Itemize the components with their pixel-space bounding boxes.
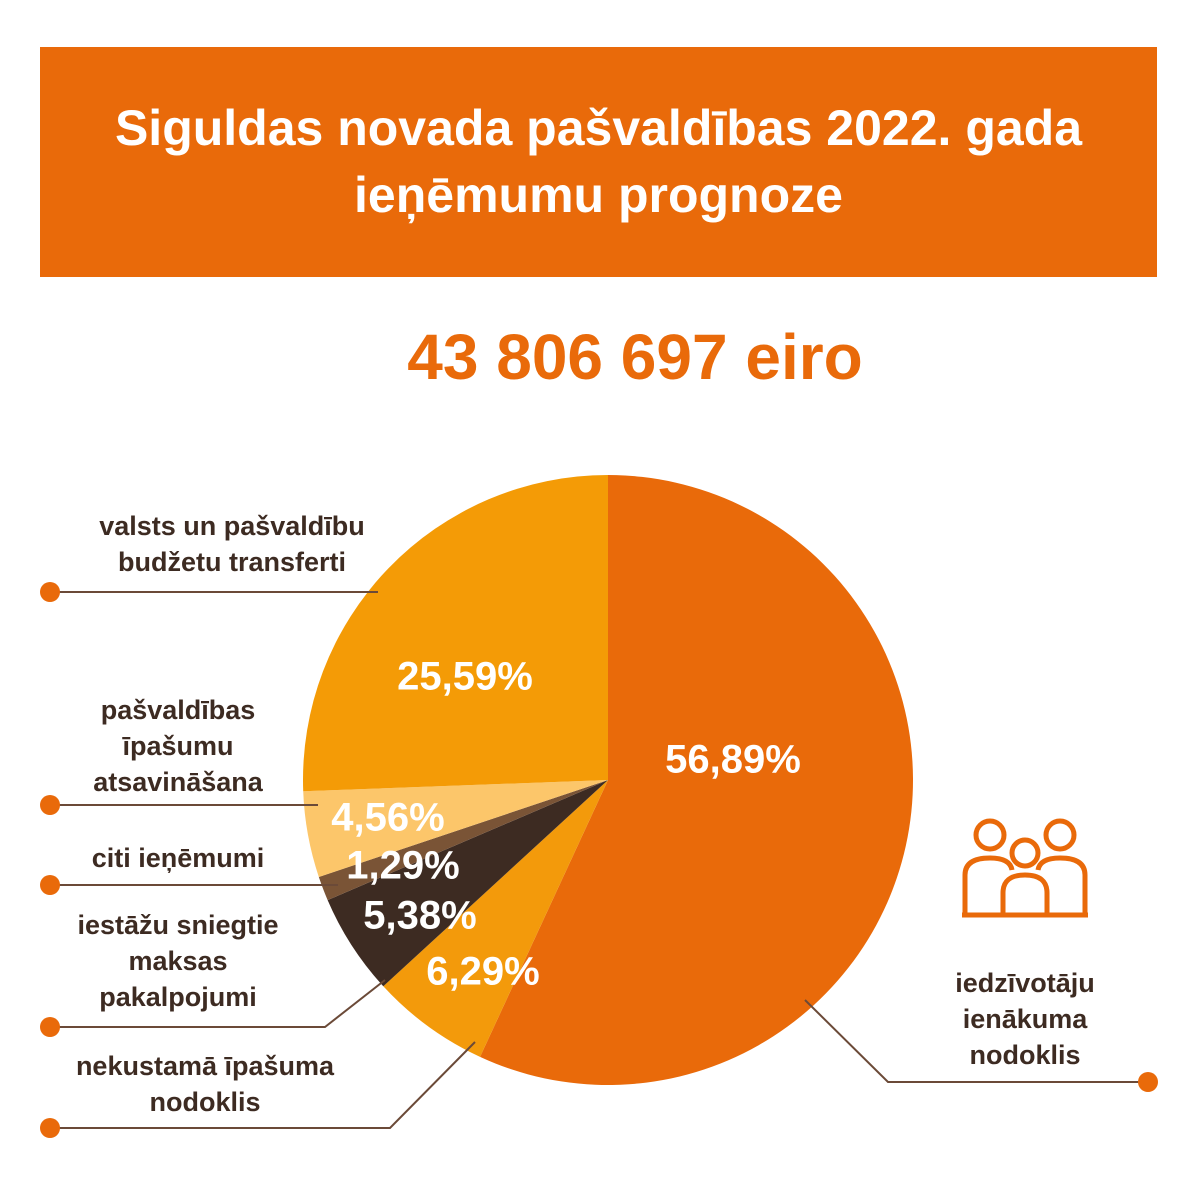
value-label: 56,89% bbox=[665, 738, 801, 782]
leader-dot bbox=[40, 875, 60, 895]
people-icon bbox=[962, 818, 1088, 918]
leader-lines bbox=[50, 591, 1148, 1129]
category-label: iestāžu sniegtie maksas pakalpojumi bbox=[77, 910, 279, 1012]
chart-title: Siguldas novada pašvaldības 2022. gada i… bbox=[114, 99, 1083, 224]
pie-slice bbox=[383, 780, 608, 1057]
category-label: pašvaldības īpašumu atsavināšana bbox=[93, 695, 263, 797]
leader-line bbox=[50, 1041, 476, 1129]
leader-line bbox=[804, 999, 1148, 1083]
leader-dot bbox=[40, 582, 60, 602]
pie-slice bbox=[318, 780, 608, 901]
pie-slice bbox=[480, 475, 914, 1086]
category-label: nekustamā īpašuma nodoklis bbox=[75, 1051, 335, 1117]
pie-slice bbox=[302, 475, 608, 792]
leader-dot bbox=[40, 1118, 60, 1138]
value-label: 4,56% bbox=[331, 796, 444, 840]
category-label: valsts un pašvaldību budžetu transferti bbox=[99, 511, 365, 577]
leader-dot bbox=[40, 1017, 60, 1037]
pie-slice bbox=[327, 780, 608, 987]
leader-line bbox=[50, 979, 386, 1028]
chart-subtitle: 43 806 697 eiro bbox=[407, 321, 863, 393]
leader-dots bbox=[40, 582, 1158, 1138]
value-label: 1,29% bbox=[346, 844, 459, 888]
title-banner: Siguldas novada pašvaldības 2022. gada i… bbox=[40, 47, 1157, 277]
category-label: citi ieņēmumi bbox=[91, 843, 265, 873]
category-label: iedzīvotāju ienākuma nodoklis bbox=[955, 968, 1095, 1070]
value-label: 6,29% bbox=[426, 950, 539, 994]
leader-dot bbox=[1138, 1072, 1158, 1092]
value-label: 25,59% bbox=[397, 655, 533, 699]
pie-slice bbox=[303, 780, 608, 877]
leader-dot bbox=[40, 795, 60, 815]
value-label: 5,38% bbox=[363, 894, 476, 938]
